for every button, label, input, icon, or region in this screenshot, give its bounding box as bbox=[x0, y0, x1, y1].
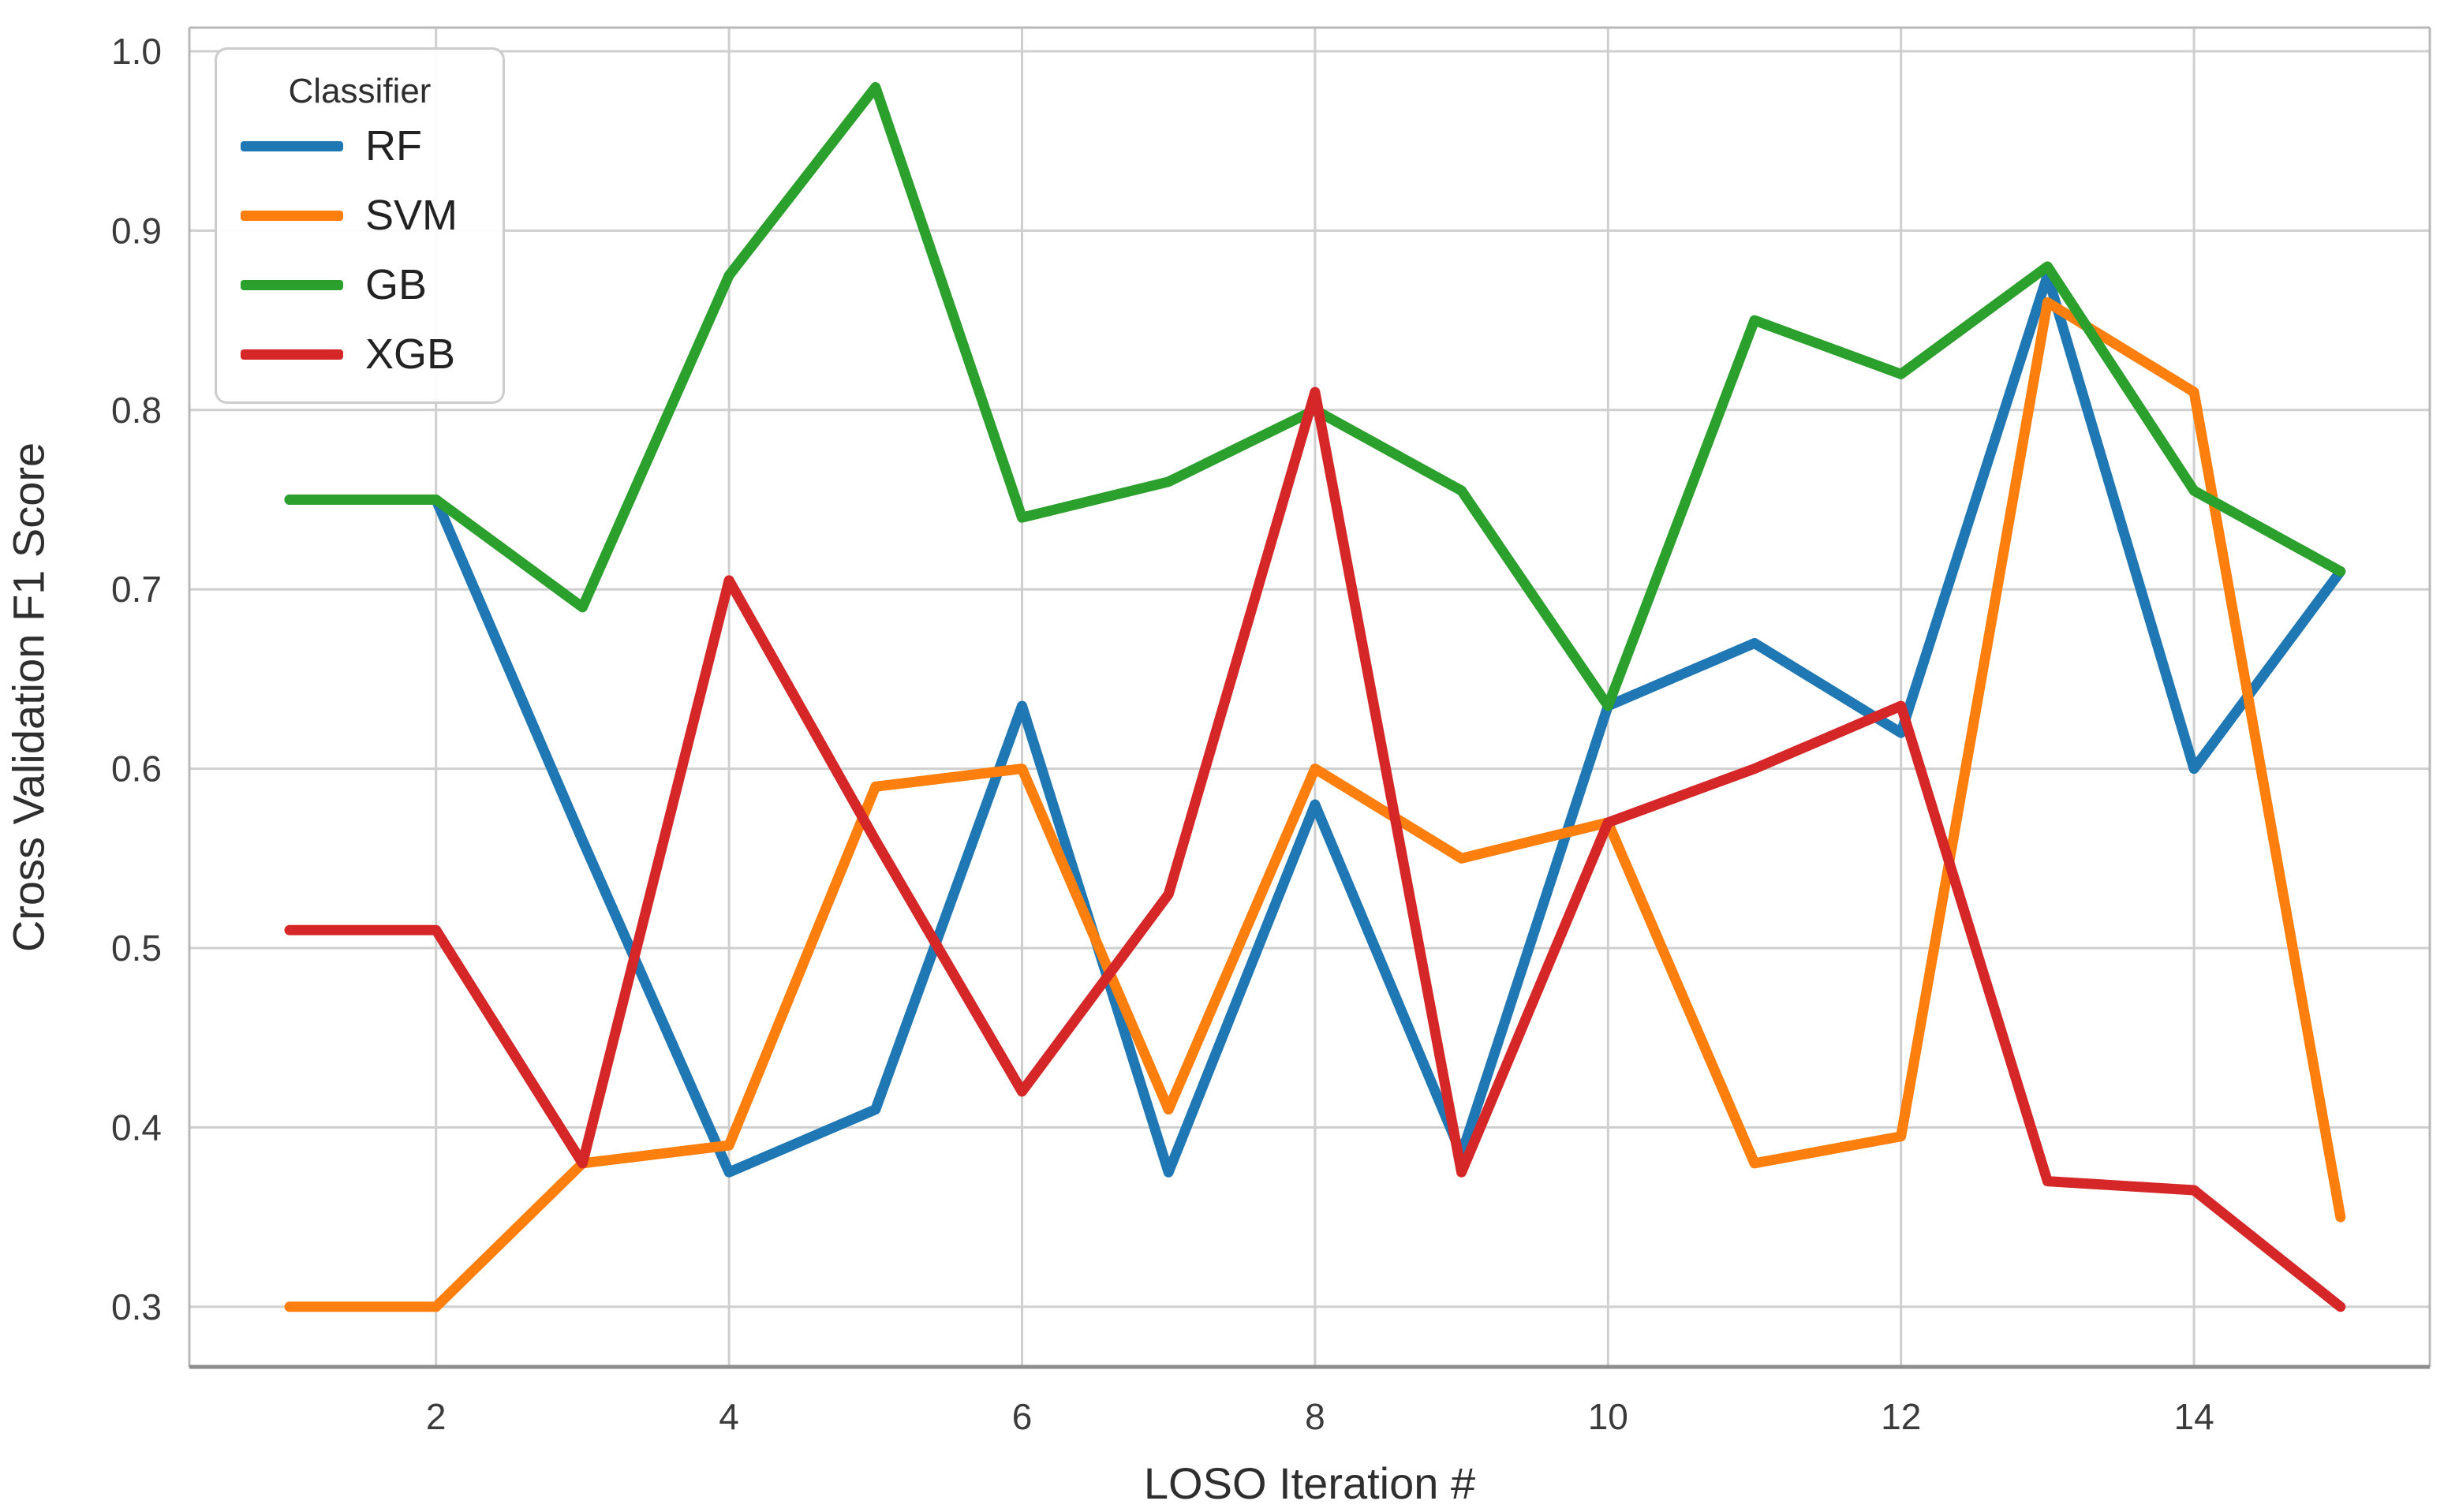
x-tick-label: 8 bbox=[1305, 1396, 1325, 1437]
x-axis-label: LOSO Iteration # bbox=[1143, 1458, 1476, 1508]
x-tick-label: 12 bbox=[1881, 1396, 1921, 1437]
legend-label-RF: RF bbox=[365, 122, 422, 170]
y-tick-label: 0.7 bbox=[111, 569, 162, 610]
legend-item-SVM: SVM bbox=[217, 181, 503, 250]
y-tick-label: 0.5 bbox=[111, 928, 162, 969]
legend-swatch-GB bbox=[241, 279, 343, 290]
legend-item-RF: RF bbox=[217, 111, 503, 181]
legend-label-GB: GB bbox=[365, 261, 428, 308]
x-tick-label: 4 bbox=[719, 1396, 739, 1437]
y-tick-label: 0.6 bbox=[111, 749, 162, 790]
series-line-SVM bbox=[284, 297, 2346, 1312]
legend-label-SVM: SVM bbox=[365, 192, 458, 239]
y-axis-label: Cross Validation F1 Score bbox=[3, 442, 54, 953]
legend-rows: RF SVM GB XGB bbox=[217, 111, 503, 389]
y-tick-label: 0.3 bbox=[111, 1286, 162, 1327]
y-tick-label: 0.9 bbox=[111, 210, 162, 251]
x-tick-label: 14 bbox=[2174, 1396, 2214, 1437]
legend-item-GB: GB bbox=[217, 250, 503, 319]
x-tick-label: 6 bbox=[1012, 1396, 1033, 1437]
y-tick-label: 1.0 bbox=[111, 31, 162, 72]
legend-swatch-RF bbox=[241, 140, 343, 151]
legend-swatch-SVM bbox=[241, 210, 343, 221]
legend-title: Classifier bbox=[288, 72, 432, 110]
x-tick-label: 10 bbox=[1588, 1396, 1628, 1437]
y-tick-label: 0.4 bbox=[111, 1107, 162, 1148]
y-tick-label: 0.8 bbox=[111, 390, 162, 431]
legend: Classifier RF SVM GB XGB bbox=[215, 47, 505, 404]
series-line-XGB bbox=[284, 386, 2346, 1312]
x-tick-label: 2 bbox=[426, 1396, 447, 1437]
legend-swatch-XGB bbox=[241, 349, 343, 360]
legend-item-XGB: XGB bbox=[217, 319, 503, 389]
legend-label-XGB: XGB bbox=[365, 330, 456, 378]
